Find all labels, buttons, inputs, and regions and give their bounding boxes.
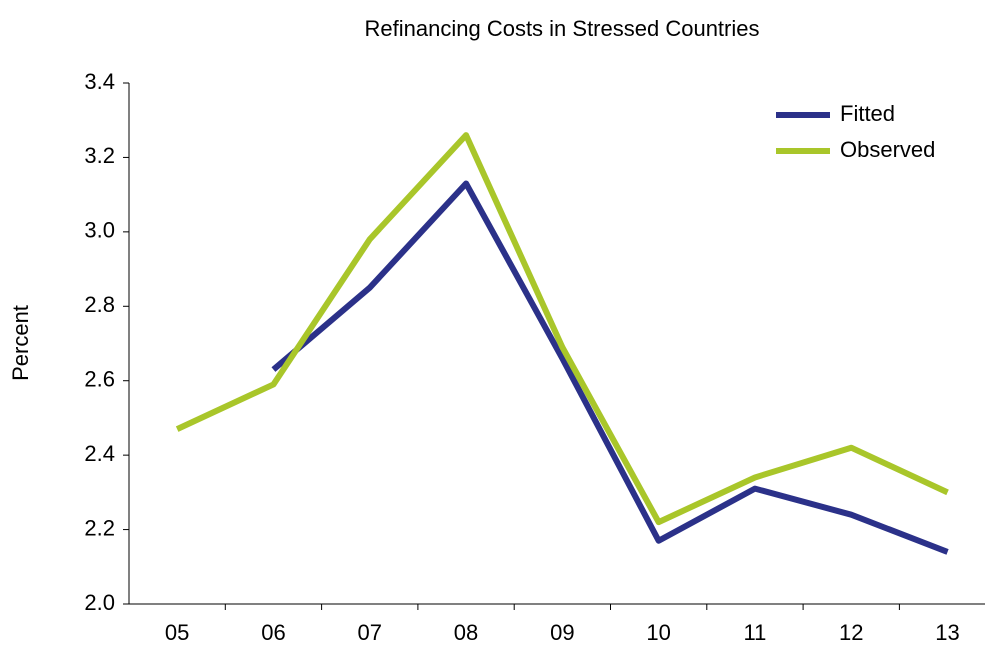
x-tick-label: 06 <box>261 620 285 645</box>
chart-title: Refinancing Costs in Stressed Countries <box>365 16 760 41</box>
y-tick-label: 2.4 <box>84 441 115 466</box>
line-series <box>175 132 949 526</box>
y-tick-label: 2.2 <box>84 515 115 540</box>
y-axis-label: Percent <box>8 305 33 381</box>
x-tick-label: 13 <box>935 620 959 645</box>
x-tick-label: 11 <box>744 620 767 645</box>
line-series <box>271 180 949 555</box>
y-tick-label: 3.0 <box>84 218 115 243</box>
y-tick-label: 3.2 <box>84 143 115 168</box>
x-tick-label: 09 <box>550 620 574 645</box>
x-tick-label: 07 <box>358 620 382 645</box>
y-tick-label: 3.4 <box>84 69 115 94</box>
x-tick-label: 12 <box>839 620 863 645</box>
x-tick-label: 05 <box>165 620 189 645</box>
y-tick-label: 2.0 <box>84 590 115 615</box>
legend-label: Observed <box>840 137 935 162</box>
y-tick-label: 2.8 <box>84 292 115 317</box>
y-tick-label: 2.6 <box>84 367 115 392</box>
x-tick-label: 08 <box>454 620 478 645</box>
x-tick-label: 10 <box>646 620 670 645</box>
legend-label: Fitted <box>840 101 895 126</box>
